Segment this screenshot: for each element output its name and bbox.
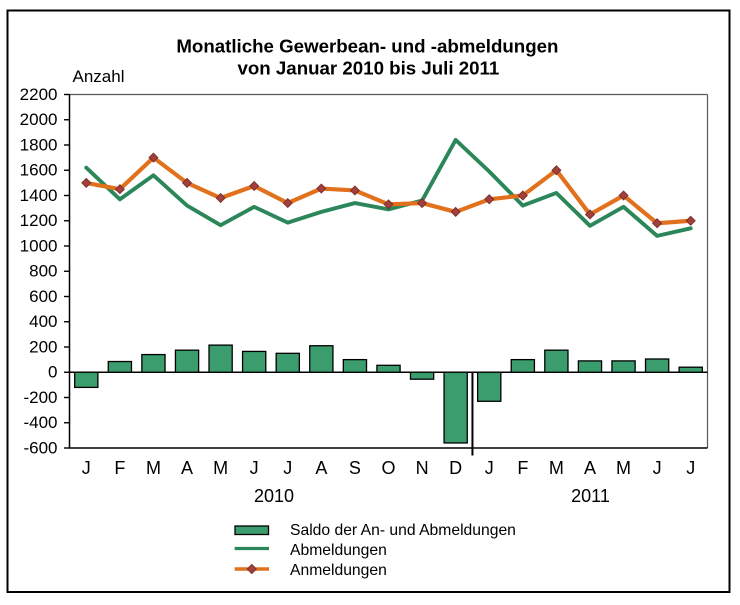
svg-text:A: A — [181, 458, 193, 478]
svg-text:Saldo der An- und Abmeldungen: Saldo der An- und Abmeldungen — [290, 522, 516, 539]
svg-text:A: A — [315, 458, 327, 478]
svg-text:-200: -200 — [23, 388, 57, 407]
svg-text:600: 600 — [29, 287, 57, 306]
svg-text:800: 800 — [29, 262, 57, 281]
svg-text:Abmeldungen: Abmeldungen — [290, 542, 387, 559]
svg-text:-400: -400 — [23, 413, 57, 432]
svg-text:-600: -600 — [23, 438, 57, 457]
svg-text:J: J — [485, 458, 494, 478]
svg-text:J: J — [653, 458, 662, 478]
svg-text:J: J — [250, 458, 259, 478]
svg-text:2200: 2200 — [20, 85, 58, 104]
svg-text:O: O — [381, 458, 395, 478]
svg-text:F: F — [114, 458, 125, 478]
svg-text:200: 200 — [29, 337, 57, 356]
svg-text:Anzahl: Anzahl — [73, 67, 125, 86]
svg-text:0: 0 — [48, 363, 57, 382]
svg-text:Anmeldungen: Anmeldungen — [290, 562, 387, 579]
svg-text:J: J — [283, 458, 292, 478]
svg-text:M: M — [616, 458, 631, 478]
svg-text:von Januar 2010 bis Juli 2011: von Januar 2010 bis Juli 2011 — [238, 58, 500, 79]
svg-text:J: J — [82, 458, 91, 478]
svg-text:M: M — [549, 458, 564, 478]
svg-text:2011: 2011 — [571, 486, 610, 506]
svg-text:1600: 1600 — [20, 161, 58, 180]
svg-text:2000: 2000 — [20, 110, 58, 129]
svg-text:M: M — [146, 458, 161, 478]
svg-text:Monatliche Gewerbean- und -abm: Monatliche Gewerbean- und -abmeldungen — [176, 35, 558, 56]
svg-text:N: N — [416, 458, 429, 478]
svg-text:D: D — [449, 458, 462, 478]
svg-text:F: F — [517, 458, 528, 478]
svg-text:S: S — [349, 458, 361, 478]
svg-text:A: A — [584, 458, 596, 478]
svg-text:M: M — [213, 458, 228, 478]
svg-text:1000: 1000 — [20, 236, 58, 255]
svg-text:2010: 2010 — [254, 486, 294, 506]
svg-text:400: 400 — [29, 312, 57, 331]
svg-text:1400: 1400 — [20, 186, 58, 205]
svg-text:1200: 1200 — [20, 211, 58, 230]
svg-text:J: J — [686, 458, 695, 478]
svg-text:1800: 1800 — [20, 135, 58, 154]
